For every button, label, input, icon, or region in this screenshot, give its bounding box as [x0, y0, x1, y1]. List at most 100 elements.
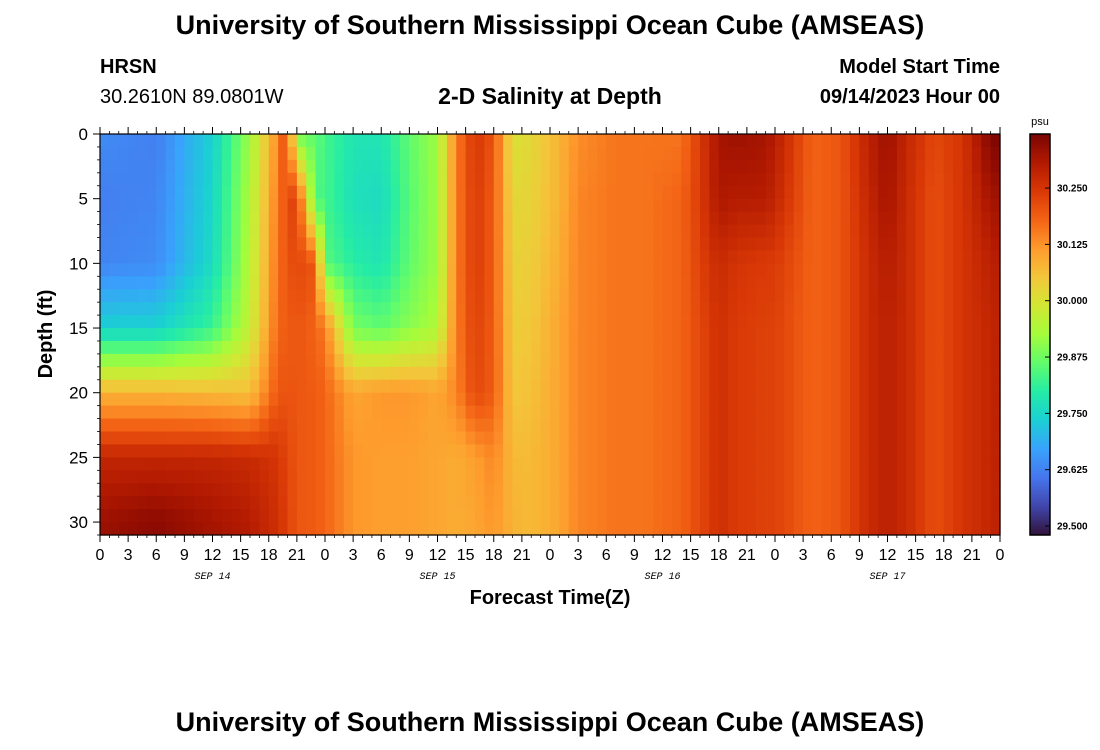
heatmap-cell [400, 289, 410, 303]
heatmap-cell [446, 431, 457, 446]
heatmap-cell [381, 185, 392, 200]
heatmap-cell [278, 340, 289, 355]
heatmap-cell [737, 302, 748, 316]
x-tick-label: 3 [574, 547, 583, 564]
heatmap-cell [596, 211, 607, 226]
heatmap-cell [334, 172, 345, 187]
heatmap-cell [925, 457, 935, 471]
heatmap-cell [203, 211, 214, 226]
heatmap-cell [840, 418, 851, 433]
heatmap-cell [409, 185, 420, 200]
heatmap-cell [203, 522, 214, 536]
heatmap-cell [381, 172, 392, 187]
heatmap-cell [934, 431, 945, 446]
heatmap-cell [887, 522, 898, 536]
heatmap-cell [981, 146, 992, 161]
heatmap-cell [475, 522, 485, 536]
heatmap-cell [231, 366, 242, 381]
heatmap-cell [550, 496, 560, 510]
heatmap-cell [681, 276, 692, 290]
heatmap-cell [221, 276, 232, 290]
heatmap-cell [325, 418, 335, 433]
heatmap-cell [268, 315, 279, 329]
heatmap-cell [137, 431, 148, 446]
heatmap-cell [634, 418, 645, 433]
heatmap-cell [962, 470, 973, 484]
heatmap-cell [193, 159, 204, 174]
heatmap-cell [296, 522, 307, 536]
heatmap-cell [746, 444, 757, 458]
heatmap-cell [446, 134, 457, 148]
heatmap-cell [371, 509, 382, 523]
heatmap-cell [550, 483, 560, 497]
heatmap-cells [100, 134, 1001, 536]
heatmap-cell [521, 146, 532, 161]
heatmap-cell [512, 522, 523, 536]
heatmap-cell [334, 185, 345, 200]
heatmap-cell [662, 457, 673, 471]
heatmap-cell [128, 418, 139, 433]
heatmap-cell [437, 444, 448, 458]
heatmap-cell [934, 483, 945, 497]
heatmap-cell [700, 172, 710, 187]
heatmap-cell [456, 185, 467, 200]
heatmap-cell [465, 276, 476, 290]
heatmap-cell [840, 211, 851, 226]
heatmap-cell [643, 483, 654, 497]
heatmap-cell [137, 263, 148, 277]
heatmap-cell [240, 185, 251, 200]
heatmap-cell [268, 496, 279, 510]
x-tick-label: 0 [96, 547, 105, 564]
heatmap-cell [175, 366, 185, 381]
heatmap-cell [587, 302, 598, 316]
heatmap-cell [165, 470, 176, 484]
heatmap-cell [353, 366, 364, 381]
heatmap-cell [681, 263, 692, 277]
heatmap-cell [381, 379, 392, 394]
heatmap-cell [353, 250, 364, 264]
heatmap-cell [606, 172, 617, 187]
heatmap-cell [428, 315, 439, 329]
heatmap-cell [596, 483, 607, 497]
heatmap-cell [568, 302, 579, 316]
heatmap-cell [465, 302, 476, 316]
heatmap-cell [240, 470, 251, 484]
heatmap-cell [653, 353, 664, 368]
heatmap-cell [690, 392, 701, 407]
heatmap-cell [306, 250, 317, 264]
heatmap-cell [587, 392, 598, 407]
heatmap-cell [925, 211, 935, 226]
heatmap-cell [315, 522, 326, 536]
heatmap-cell [934, 444, 945, 458]
heatmap-cell [953, 509, 964, 523]
heatmap-cell [428, 198, 439, 213]
heatmap-cell [390, 146, 401, 161]
heatmap-cell [503, 340, 514, 355]
heatmap-cell [353, 159, 364, 174]
heatmap-cell [456, 146, 467, 161]
heatmap-cell [765, 172, 776, 187]
heatmap-cell [653, 340, 664, 355]
heatmap-cell [343, 418, 354, 433]
heatmap-cell [521, 353, 532, 368]
heatmap-cell [812, 379, 823, 394]
heatmap-cell [259, 289, 270, 303]
heatmap-cell [306, 418, 317, 433]
heatmap-cell [793, 418, 804, 433]
heatmap-cell [925, 496, 935, 510]
heatmap-cell [259, 392, 270, 407]
heatmap-cell [390, 159, 401, 174]
heatmap-cell [409, 250, 420, 264]
heatmap-cell [906, 237, 917, 252]
heatmap-cell [709, 198, 720, 213]
heatmap-cell [165, 509, 176, 523]
x-tick-label: 9 [405, 547, 414, 564]
heatmap-cell [737, 509, 748, 523]
heatmap-cell [137, 315, 148, 329]
heatmap-cell [671, 250, 682, 264]
heatmap-cell [465, 496, 476, 510]
heatmap-cell [278, 263, 289, 277]
heatmap-cell [643, 276, 654, 290]
heatmap-cell [428, 340, 439, 355]
heatmap-cell [184, 224, 195, 239]
